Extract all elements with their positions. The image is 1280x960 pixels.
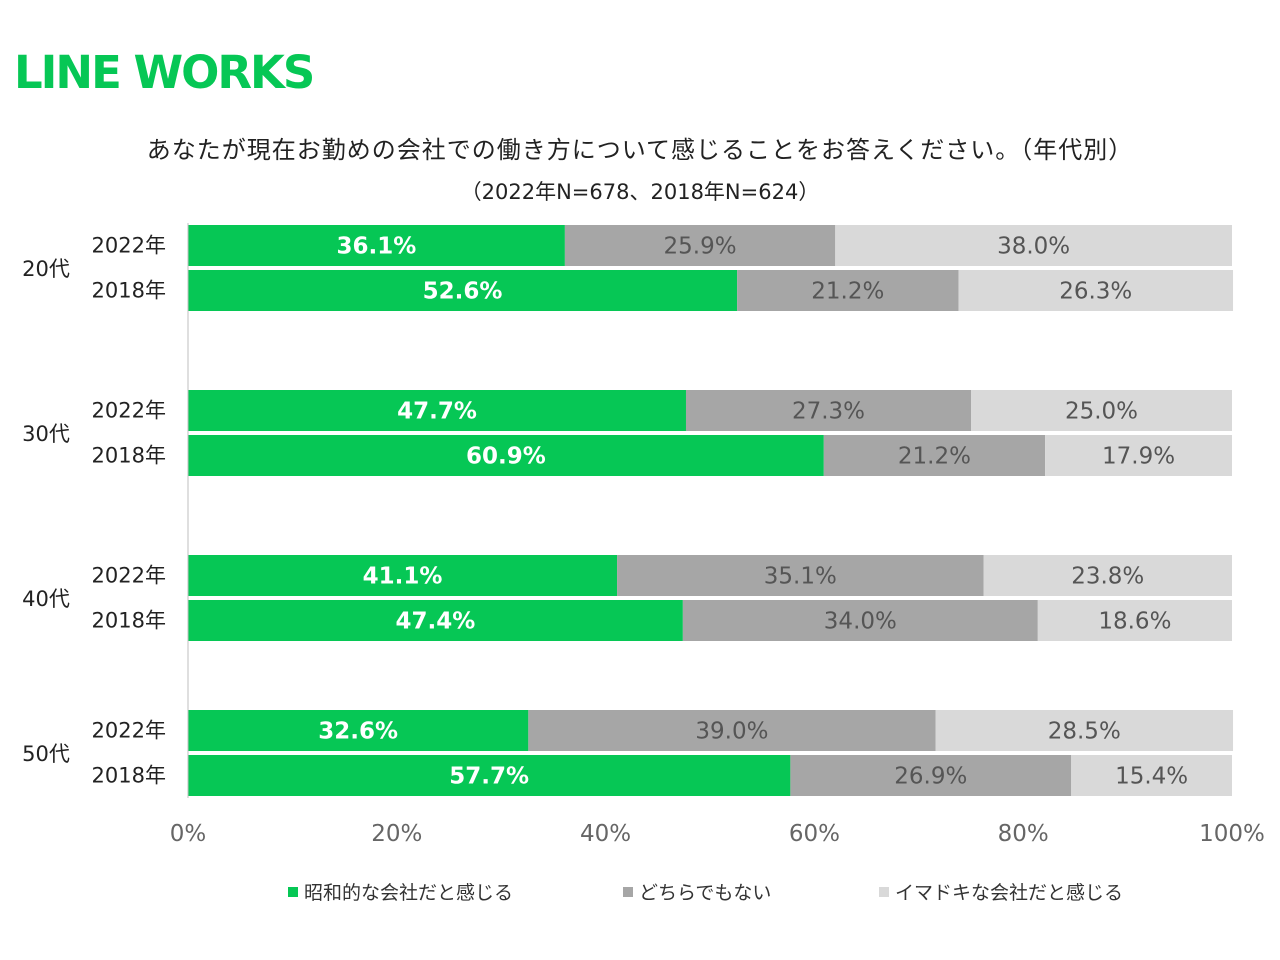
data-label: 35.1% — [764, 564, 837, 590]
x-tick-label: 0% — [170, 821, 207, 847]
legend-item: 昭和的な会社だと感じる — [288, 878, 513, 905]
bar-segment — [188, 600, 683, 641]
data-label: 17.9% — [1102, 444, 1175, 470]
bar-segment — [188, 225, 565, 266]
data-label: 36.1% — [337, 234, 417, 260]
data-label: 26.3% — [1059, 279, 1132, 305]
data-label: 18.6% — [1098, 609, 1171, 635]
group-label-30代: 30代 — [22, 422, 70, 446]
legend-swatch — [623, 886, 633, 897]
group-label-20代: 20代 — [22, 257, 70, 281]
legend-swatch — [288, 886, 298, 897]
data-label: 25.0% — [1065, 399, 1138, 425]
data-label: 60.9% — [466, 444, 546, 470]
x-tick-label: 40% — [580, 821, 631, 847]
chart-subtitle: （2022年N=678、2018年N=624） — [460, 180, 820, 204]
bar-segment — [188, 755, 791, 796]
bar-segment — [564, 225, 836, 266]
legend-item: イマドキな会社だと感じる — [879, 878, 1123, 905]
data-label: 27.3% — [792, 399, 865, 425]
bar-segment — [983, 555, 1232, 596]
data-label: 26.9% — [894, 764, 967, 790]
data-label: 39.0% — [695, 719, 768, 745]
legend-label: どちらでもない — [639, 882, 772, 904]
bar-segment — [835, 225, 1232, 266]
bar-segment — [188, 270, 738, 311]
x-tick-label: 80% — [998, 821, 1049, 847]
data-label: 25.9% — [664, 234, 737, 260]
bar-segment — [685, 390, 971, 431]
bar-segment — [188, 390, 686, 431]
x-tick-label: 20% — [371, 821, 422, 847]
year-label: 2018年 — [92, 764, 166, 788]
bar-segment — [1037, 600, 1232, 641]
x-tick-label: 100% — [1199, 821, 1265, 847]
bar-segment — [1071, 755, 1232, 796]
data-label: 15.4% — [1115, 764, 1188, 790]
year-label: 2022年 — [92, 564, 166, 588]
group-label-50代: 50代 — [22, 742, 70, 766]
bar-segment — [188, 710, 529, 751]
data-label: 23.8% — [1071, 564, 1144, 590]
data-label: 47.7% — [397, 399, 477, 425]
bar-segment — [823, 435, 1046, 476]
legend-swatch — [879, 886, 889, 897]
group-label-40代: 40代 — [22, 587, 70, 611]
year-label: 2022年 — [92, 399, 166, 423]
bar-segment — [617, 555, 984, 596]
bar-segment — [971, 390, 1232, 431]
chart-title: あなたが現在お勤めの会社での働き方について感じることをお答えください。（年代別） — [146, 136, 1134, 164]
bar-segment — [737, 270, 959, 311]
bar-segment — [958, 270, 1234, 311]
bar-segment — [188, 435, 824, 476]
year-label: 2018年 — [92, 444, 166, 468]
year-label: 2018年 — [92, 609, 166, 633]
data-label: 34.0% — [824, 609, 897, 635]
data-label: 47.4% — [396, 609, 476, 635]
bar-segment — [682, 600, 1038, 641]
data-label: 28.5% — [1048, 719, 1121, 745]
legend-label: イマドキな会社だと感じる — [895, 882, 1124, 904]
year-label: 2022年 — [92, 719, 166, 743]
data-label: 21.2% — [898, 444, 971, 470]
bar-segment — [935, 710, 1234, 751]
legend-label: 昭和的な会社だと感じる — [304, 882, 514, 904]
data-label: 32.6% — [318, 719, 398, 745]
bar-segment — [188, 555, 618, 596]
chart-legend: 昭和的な会社だと感じる どちらでもない イマドキな会社だと感じる — [0, 878, 1280, 908]
line-works-logo: LINE WORKS — [14, 46, 315, 99]
data-label: 21.2% — [811, 279, 884, 305]
data-label: 52.6% — [423, 279, 503, 305]
bar-segment — [790, 755, 1072, 796]
bar-segment — [528, 710, 936, 751]
legend-item: どちらでもない — [623, 878, 771, 905]
year-label: 2018年 — [92, 279, 166, 303]
year-label: 2022年 — [92, 234, 166, 258]
x-tick-label: 60% — [789, 821, 840, 847]
data-label: 41.1% — [363, 564, 443, 590]
data-label: 57.7% — [449, 764, 529, 790]
data-label: 38.0% — [997, 234, 1070, 260]
bar-segment — [1045, 435, 1232, 476]
